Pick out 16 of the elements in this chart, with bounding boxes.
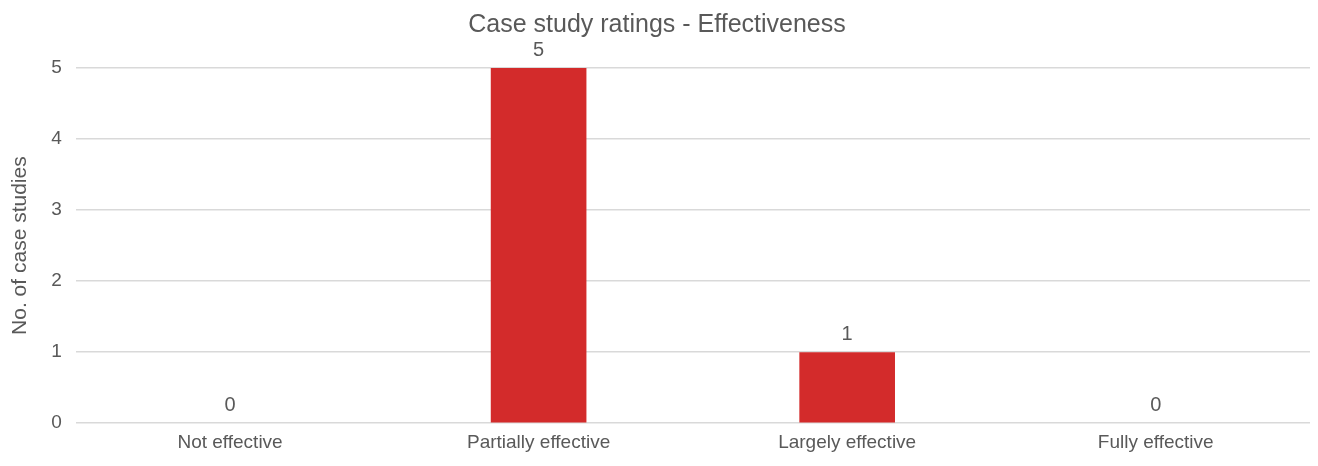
x-tick-label: Largely effective	[778, 430, 917, 452]
y-tick-label: 4	[51, 127, 63, 149]
data-label: 5	[533, 37, 545, 60]
x-tick-label: Partially effective	[466, 430, 611, 452]
y-tick-label: 2	[51, 269, 62, 291]
chart-title: Case study ratings - Effectiveness	[468, 8, 846, 37]
y-tick-label: 5	[51, 56, 62, 78]
data-label: 0	[224, 392, 236, 415]
y-axis-title: No. of case studies	[7, 156, 31, 335]
x-tick-label: Not effective	[177, 430, 283, 452]
data-label: 1	[841, 321, 853, 344]
y-tick-label: 0	[51, 411, 62, 433]
y-tick-label: 3	[51, 198, 62, 220]
y-tick-label: 1	[51, 340, 62, 362]
data-label: 0	[1150, 392, 1162, 415]
x-tick-label: Fully effective	[1097, 430, 1214, 452]
